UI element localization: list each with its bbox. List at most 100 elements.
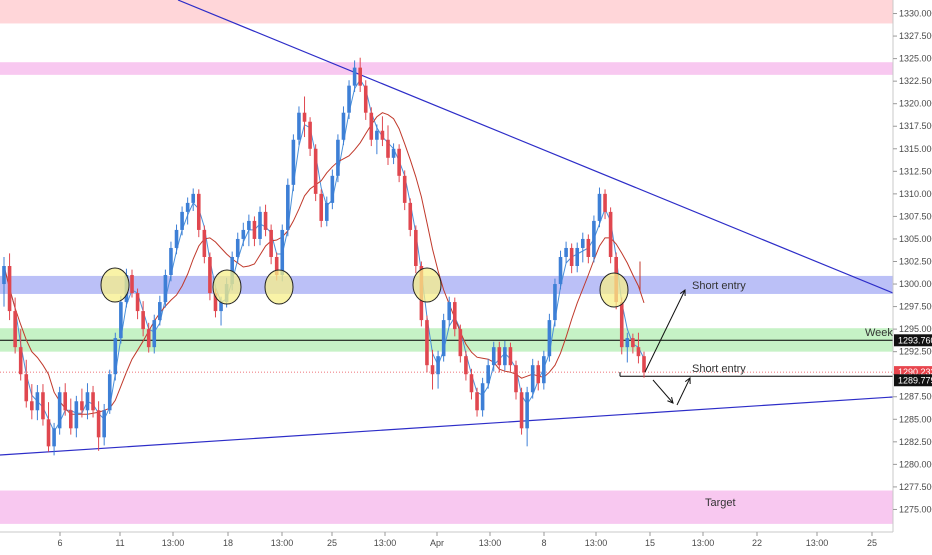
candle	[24, 359, 29, 408]
candle-body	[302, 112, 307, 122]
price-axis: 1330.000 1327.500 1325.000 1322.500 1320.000…	[892, 0, 932, 532]
candle-body	[213, 293, 218, 312]
candle-body	[196, 193, 201, 230]
y-tick-label: 1315.000	[899, 144, 932, 154]
candle-body	[252, 220, 257, 239]
candle	[2, 256, 6, 307]
candle-body	[41, 392, 45, 420]
candle	[369, 107, 374, 147]
candle-body	[135, 293, 140, 312]
candle	[586, 234, 591, 264]
candle-body	[191, 193, 196, 203]
candle	[363, 80, 368, 120]
y-tick-label: 1285.000	[899, 414, 932, 424]
candle	[497, 341, 502, 373]
y-tick-label: 1327.500	[899, 31, 932, 41]
candle-body	[308, 121, 312, 149]
x-tick-label: 25	[327, 538, 337, 548]
candle-body	[514, 365, 518, 393]
candle-body	[547, 320, 552, 357]
y-tick-label: 1302.500	[899, 256, 932, 266]
x-tick-label: 15	[645, 538, 655, 548]
candle	[380, 116, 385, 147]
candle-body	[208, 256, 212, 294]
moving-averages-layer	[3, 78, 645, 433]
candle-body	[425, 320, 429, 366]
candle	[74, 395, 79, 438]
candle	[608, 207, 613, 264]
candle	[525, 386, 529, 447]
upper-trendline	[177, 0, 894, 294]
candle-body	[530, 365, 535, 393]
zones-layer	[0, 0, 893, 524]
candle-body	[185, 202, 190, 212]
candle-body	[603, 193, 607, 212]
short-entry-lower-label: Short entry	[692, 363, 746, 375]
price-badge-weekly-text: 1293.760	[898, 335, 932, 345]
candle-body	[241, 229, 246, 239]
x-tick-label: 11	[115, 538, 124, 548]
x-tick-label: 6	[57, 538, 62, 548]
candle	[91, 385, 95, 418]
circles-layer	[100, 267, 629, 308]
arrow-up-to-upper-entry-shaft	[644, 289, 686, 373]
candle-body	[46, 419, 51, 447]
candle	[169, 241, 173, 282]
candle-body	[536, 365, 541, 384]
candle-body	[324, 202, 329, 221]
candle-body	[57, 392, 62, 429]
highlight-circle	[412, 267, 442, 303]
candle	[447, 296, 452, 327]
candle	[564, 241, 568, 264]
candle	[558, 250, 563, 290]
candle-body	[452, 302, 457, 330]
arrow-down-to-trendline-shaft	[652, 379, 674, 404]
x-tick-label: 13:00	[479, 538, 502, 548]
candle-body	[286, 184, 290, 230]
candle-body	[130, 275, 134, 294]
candle	[302, 96, 307, 138]
candle-body	[542, 356, 546, 384]
weekly-label: Weekly	[865, 327, 901, 339]
y-tick-label: 1330.000	[899, 9, 932, 19]
candle	[119, 295, 123, 344]
candle-body	[491, 347, 496, 366]
time-axis: 6 11 13:00 18 13:00 25 13:00 Apr 13:00 8 13:00 15 13…	[0, 531, 932, 550]
candle	[631, 333, 635, 354]
candle	[202, 225, 207, 264]
candle-body	[74, 401, 79, 429]
candle-body	[330, 175, 335, 203]
candle	[408, 198, 413, 237]
x-tick-label: 18	[223, 538, 233, 548]
x-tick-label: 13:00	[806, 538, 829, 548]
candle	[291, 134, 296, 192]
candle-body	[13, 311, 17, 348]
y-tick-label: 1322.500	[899, 76, 932, 86]
candles-layer	[2, 57, 646, 456]
candle-body	[525, 392, 529, 429]
candle	[636, 332, 641, 364]
candle-body	[397, 148, 401, 176]
candle-body	[280, 229, 285, 276]
candle	[18, 329, 23, 381]
candle-body	[63, 392, 68, 411]
candle-body	[447, 302, 452, 321]
candle	[163, 269, 168, 308]
candle-body	[35, 392, 40, 411]
candle	[391, 143, 396, 165]
candle	[536, 360, 541, 391]
candle-body	[625, 338, 630, 348]
candle	[113, 332, 118, 381]
target-zone-pink	[0, 490, 893, 524]
candle-body	[107, 374, 112, 411]
candle	[597, 187, 602, 228]
candle	[7, 253, 12, 321]
candle	[491, 341, 496, 372]
candle	[475, 387, 479, 417]
arrow-up-to-lower-entry-head	[684, 377, 691, 385]
candle-body	[119, 302, 123, 339]
candle-body	[263, 211, 268, 230]
y-tick-label: 1277.500	[899, 482, 932, 492]
candle	[241, 222, 246, 247]
candle-body	[569, 247, 574, 266]
